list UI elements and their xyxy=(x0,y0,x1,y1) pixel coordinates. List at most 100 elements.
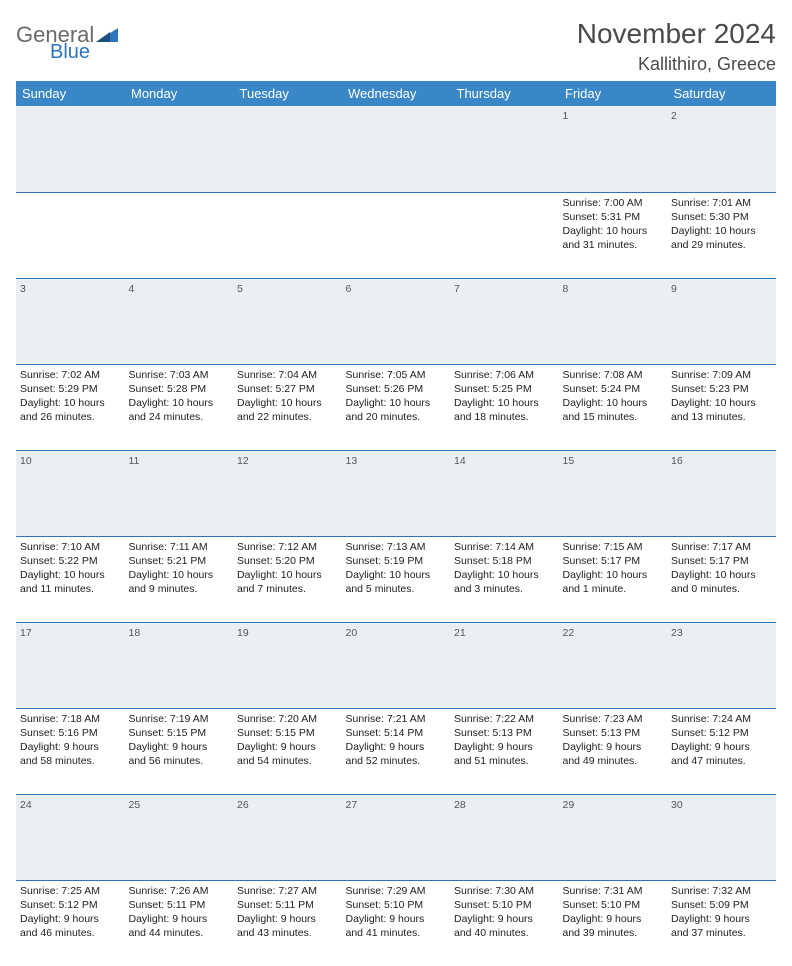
day-number-cell: 18 xyxy=(125,622,234,708)
daylight-text-1: Daylight: 9 hours xyxy=(129,740,230,754)
sunset-text: Sunset: 5:29 PM xyxy=(20,382,121,396)
daylight-text-1: Daylight: 9 hours xyxy=(346,912,447,926)
day-info-cell: Sunrise: 7:19 AMSunset: 5:15 PMDaylight:… xyxy=(125,708,234,794)
sunrise-text: Sunrise: 7:22 AM xyxy=(454,712,555,726)
sunset-text: Sunset: 5:10 PM xyxy=(563,898,664,912)
daylight-text-2: and 56 minutes. xyxy=(129,754,230,768)
sunrise-text: Sunrise: 7:04 AM xyxy=(237,368,338,382)
daylight-text-2: and 51 minutes. xyxy=(454,754,555,768)
daynum-row: 3456789 xyxy=(16,278,776,364)
daylight-text-1: Daylight: 10 hours xyxy=(563,224,664,238)
day-info-cell xyxy=(342,192,451,278)
day-info-cell: Sunrise: 7:30 AMSunset: 5:10 PMDaylight:… xyxy=(450,880,559,966)
day-number-cell xyxy=(450,106,559,192)
sunrise-text: Sunrise: 7:12 AM xyxy=(237,540,338,554)
daylight-text-1: Daylight: 9 hours xyxy=(563,740,664,754)
sunset-text: Sunset: 5:19 PM xyxy=(346,554,447,568)
weekday-header: Wednesday xyxy=(342,81,451,106)
sunset-text: Sunset: 5:31 PM xyxy=(563,210,664,224)
month-title: November 2024 xyxy=(577,18,776,50)
daylight-text-1: Daylight: 10 hours xyxy=(563,568,664,582)
daylight-text-2: and 58 minutes. xyxy=(20,754,121,768)
daylight-text-1: Daylight: 9 hours xyxy=(20,912,121,926)
sunset-text: Sunset: 5:26 PM xyxy=(346,382,447,396)
daynum-row: 12 xyxy=(16,106,776,192)
sunrise-text: Sunrise: 7:27 AM xyxy=(237,884,338,898)
day-number-cell: 22 xyxy=(559,622,668,708)
day-number-cell: 5 xyxy=(233,278,342,364)
weekday-header: Friday xyxy=(559,81,668,106)
sunrise-text: Sunrise: 7:15 AM xyxy=(563,540,664,554)
day-info-cell: Sunrise: 7:31 AMSunset: 5:10 PMDaylight:… xyxy=(559,880,668,966)
sunset-text: Sunset: 5:11 PM xyxy=(237,898,338,912)
daylight-text-1: Daylight: 10 hours xyxy=(563,396,664,410)
day-info-cell: Sunrise: 7:03 AMSunset: 5:28 PMDaylight:… xyxy=(125,364,234,450)
weekday-header-row: Sunday Monday Tuesday Wednesday Thursday… xyxy=(16,81,776,106)
sunrise-text: Sunrise: 7:18 AM xyxy=(20,712,121,726)
daylight-text-1: Daylight: 10 hours xyxy=(237,568,338,582)
day-number-cell: 23 xyxy=(667,622,776,708)
info-row: Sunrise: 7:10 AMSunset: 5:22 PMDaylight:… xyxy=(16,536,776,622)
day-info-cell: Sunrise: 7:10 AMSunset: 5:22 PMDaylight:… xyxy=(16,536,125,622)
daylight-text-1: Daylight: 10 hours xyxy=(237,396,338,410)
daylight-text-1: Daylight: 9 hours xyxy=(129,912,230,926)
sunset-text: Sunset: 5:13 PM xyxy=(563,726,664,740)
day-info-cell: Sunrise: 7:18 AMSunset: 5:16 PMDaylight:… xyxy=(16,708,125,794)
day-info-cell: Sunrise: 7:24 AMSunset: 5:12 PMDaylight:… xyxy=(667,708,776,794)
day-info-cell xyxy=(125,192,234,278)
day-number-cell: 1 xyxy=(559,106,668,192)
day-info-cell: Sunrise: 7:06 AMSunset: 5:25 PMDaylight:… xyxy=(450,364,559,450)
daylight-text-1: Daylight: 10 hours xyxy=(346,568,447,582)
sunrise-text: Sunrise: 7:10 AM xyxy=(20,540,121,554)
day-number-cell: 29 xyxy=(559,794,668,880)
sunset-text: Sunset: 5:10 PM xyxy=(454,898,555,912)
daylight-text-2: and 41 minutes. xyxy=(346,926,447,940)
day-info-cell: Sunrise: 7:21 AMSunset: 5:14 PMDaylight:… xyxy=(342,708,451,794)
day-info-cell: Sunrise: 7:17 AMSunset: 5:17 PMDaylight:… xyxy=(667,536,776,622)
day-number-cell: 30 xyxy=(667,794,776,880)
daylight-text-2: and 43 minutes. xyxy=(237,926,338,940)
day-info-cell: Sunrise: 7:09 AMSunset: 5:23 PMDaylight:… xyxy=(667,364,776,450)
day-info-cell xyxy=(450,192,559,278)
day-info-cell: Sunrise: 7:26 AMSunset: 5:11 PMDaylight:… xyxy=(125,880,234,966)
day-info-cell: Sunrise: 7:12 AMSunset: 5:20 PMDaylight:… xyxy=(233,536,342,622)
sunrise-text: Sunrise: 7:32 AM xyxy=(671,884,772,898)
sunset-text: Sunset: 5:27 PM xyxy=(237,382,338,396)
sunset-text: Sunset: 5:14 PM xyxy=(346,726,447,740)
day-info-cell: Sunrise: 7:15 AMSunset: 5:17 PMDaylight:… xyxy=(559,536,668,622)
sunset-text: Sunset: 5:16 PM xyxy=(20,726,121,740)
title-block: November 2024 Kallithiro, Greece xyxy=(577,18,776,75)
day-number-cell: 25 xyxy=(125,794,234,880)
daylight-text-1: Daylight: 10 hours xyxy=(454,568,555,582)
day-number-cell: 13 xyxy=(342,450,451,536)
day-info-cell: Sunrise: 7:00 AMSunset: 5:31 PMDaylight:… xyxy=(559,192,668,278)
sunrise-text: Sunrise: 7:23 AM xyxy=(563,712,664,726)
weekday-header: Thursday xyxy=(450,81,559,106)
daylight-text-2: and 9 minutes. xyxy=(129,582,230,596)
sunset-text: Sunset: 5:15 PM xyxy=(237,726,338,740)
daylight-text-1: Daylight: 10 hours xyxy=(671,568,772,582)
sunrise-text: Sunrise: 7:19 AM xyxy=(129,712,230,726)
daylight-text-1: Daylight: 10 hours xyxy=(454,396,555,410)
day-info-cell: Sunrise: 7:27 AMSunset: 5:11 PMDaylight:… xyxy=(233,880,342,966)
day-info-cell: Sunrise: 7:29 AMSunset: 5:10 PMDaylight:… xyxy=(342,880,451,966)
daylight-text-2: and 26 minutes. xyxy=(20,410,121,424)
sunset-text: Sunset: 5:21 PM xyxy=(129,554,230,568)
day-number-cell: 4 xyxy=(125,278,234,364)
sunset-text: Sunset: 5:17 PM xyxy=(563,554,664,568)
daylight-text-2: and 29 minutes. xyxy=(671,238,772,252)
day-number-cell: 27 xyxy=(342,794,451,880)
day-info-cell: Sunrise: 7:32 AMSunset: 5:09 PMDaylight:… xyxy=(667,880,776,966)
sunset-text: Sunset: 5:20 PM xyxy=(237,554,338,568)
day-info-cell: Sunrise: 7:23 AMSunset: 5:13 PMDaylight:… xyxy=(559,708,668,794)
sunrise-text: Sunrise: 7:11 AM xyxy=(129,540,230,554)
daylight-text-1: Daylight: 10 hours xyxy=(20,568,121,582)
day-number-cell: 10 xyxy=(16,450,125,536)
daylight-text-2: and 49 minutes. xyxy=(563,754,664,768)
day-number-cell: 6 xyxy=(342,278,451,364)
daynum-row: 17181920212223 xyxy=(16,622,776,708)
daylight-text-1: Daylight: 10 hours xyxy=(671,224,772,238)
daylight-text-2: and 37 minutes. xyxy=(671,926,772,940)
sunset-text: Sunset: 5:25 PM xyxy=(454,382,555,396)
day-info-cell: Sunrise: 7:04 AMSunset: 5:27 PMDaylight:… xyxy=(233,364,342,450)
